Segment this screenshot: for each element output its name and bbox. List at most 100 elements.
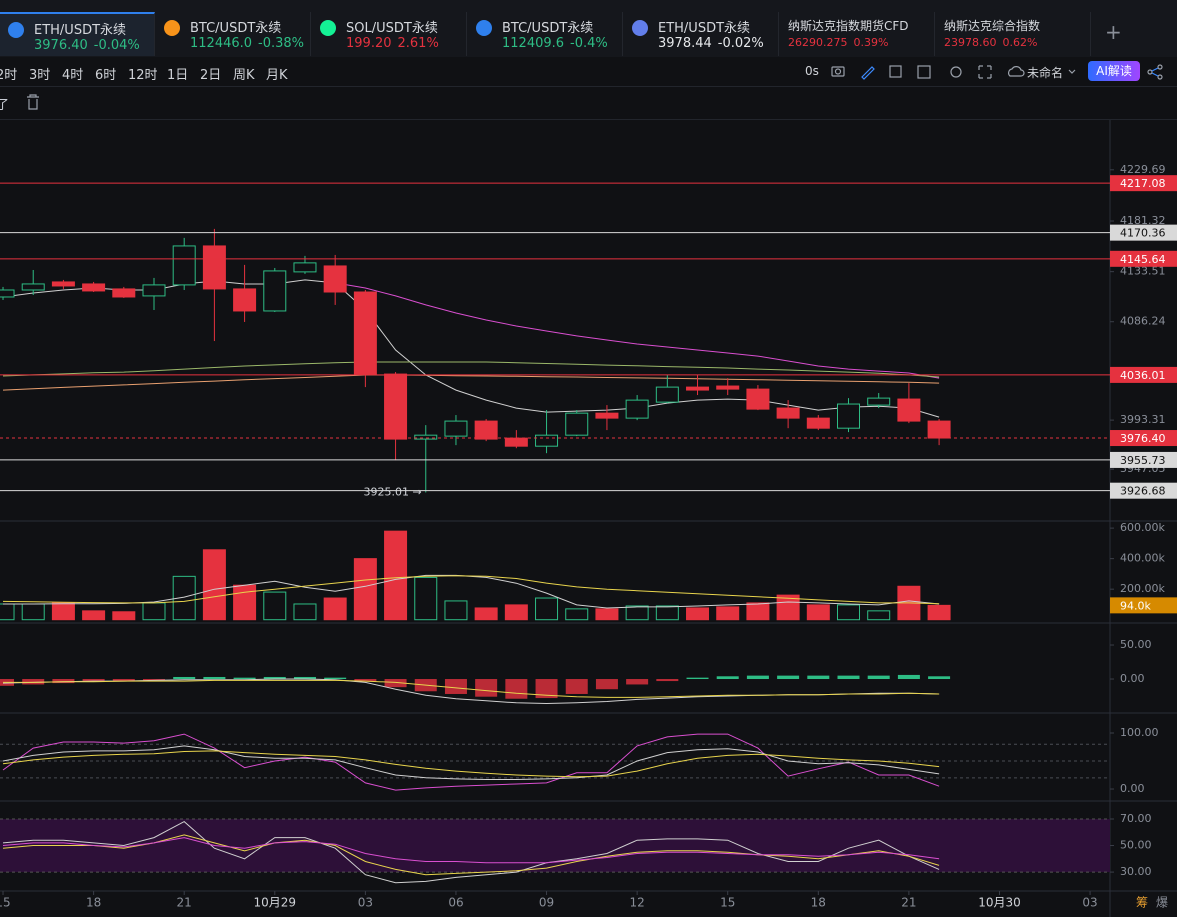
corner-button[interactable]: 爆 xyxy=(1156,896,1168,910)
tab[interactable]: 纳斯达克指数期货CFD 26290.275 0.39% xyxy=(780,12,935,56)
volume-bar xyxy=(535,597,559,621)
price-line-label-box xyxy=(1110,250,1177,267)
interval-button[interactable]: 2日 xyxy=(200,68,222,83)
volume-bar xyxy=(233,584,257,621)
interval-button[interactable]: 4时 xyxy=(62,68,84,83)
interval-button[interactable]: 周K xyxy=(233,68,255,83)
macd-bar xyxy=(263,676,286,680)
macd-bar xyxy=(475,679,498,697)
tab[interactable]: BTC/USDT永续 112446.0 -0.38% xyxy=(156,12,311,56)
tab[interactable]: SOL/USDT永续 199.20 2.61% xyxy=(312,12,467,56)
volume-badge: 94.0k xyxy=(1120,599,1151,612)
x-tick-label: 09 xyxy=(539,896,554,910)
macd-bar xyxy=(897,674,920,680)
x-tick-label: 18 xyxy=(811,896,826,910)
candle-body xyxy=(21,283,45,291)
x-tick-label: 21 xyxy=(901,896,916,910)
tab-quote: 112446.0 -0.38% xyxy=(190,36,304,51)
y-tick-label: 0.00 xyxy=(1120,782,1145,795)
volume-bar xyxy=(0,603,15,621)
x-tick-label: 15 xyxy=(720,896,735,910)
candle-body xyxy=(202,245,226,290)
moving-average xyxy=(2,374,940,391)
current-price-label-box xyxy=(1110,430,1177,447)
x-tick-label: 03 xyxy=(1082,896,1097,910)
y-tick-label: 4181.32 xyxy=(1120,214,1166,227)
y-tick-label: 70.00 xyxy=(1120,812,1152,825)
tab-change: -0.02% xyxy=(717,36,764,51)
indicator-line xyxy=(2,745,940,780)
interval-button[interactable]: 1日 xyxy=(167,68,189,83)
y-tick-label: 30.00 xyxy=(1120,865,1152,878)
low-annotation: 3925.01 → xyxy=(364,485,422,498)
tab-change: 0.39% xyxy=(853,36,889,49)
volume-badge-box xyxy=(1110,597,1177,614)
tab[interactable]: 纳斯达克综合指数 23978.60 0.62% xyxy=(936,12,1091,56)
macd-bar xyxy=(173,676,196,680)
layout-name[interactable]: 未命名 xyxy=(1027,66,1064,80)
ai-button[interactable]: AI解读 xyxy=(1088,61,1140,81)
volume-bar xyxy=(716,606,740,621)
interval-button[interactable]: 3时 xyxy=(29,68,51,83)
trash-icon[interactable] xyxy=(0,87,60,119)
volume-bar xyxy=(746,602,770,621)
tab[interactable]: ETH/USDT永续 3976.40 -0.04% xyxy=(0,12,155,56)
tab-quote: 23978.60 0.62% xyxy=(944,36,1037,49)
current-price-label: 3976.40 xyxy=(1120,432,1166,445)
candle-body xyxy=(927,420,951,439)
x-tick-label: 21 xyxy=(177,896,192,910)
tab-price: 199.20 xyxy=(346,36,392,51)
interval-button[interactable]: 12时 xyxy=(128,68,158,83)
interval-button[interactable]: 月K xyxy=(266,68,288,83)
candle-body xyxy=(233,288,257,312)
volume-bar xyxy=(595,608,619,621)
candle-body xyxy=(655,386,679,403)
timer[interactable]: 0s xyxy=(805,64,819,78)
corner-button[interactable]: 筹 xyxy=(1136,896,1148,910)
tab-symbol: 纳斯达克指数期货CFD xyxy=(788,19,909,33)
volume-bar xyxy=(51,602,75,621)
candle-body xyxy=(142,284,166,297)
macd-bar xyxy=(535,679,558,699)
volume-bar xyxy=(414,576,438,621)
x-tick-label: 06 xyxy=(448,896,463,910)
candle-body xyxy=(414,434,438,440)
macd-bar xyxy=(837,675,860,680)
x-tick-label: 10月29 xyxy=(254,896,297,910)
price-line-label: 4170.36 xyxy=(1120,227,1166,240)
candle-body xyxy=(686,386,710,391)
macd-bar xyxy=(142,679,165,681)
candle-body xyxy=(82,283,106,292)
volume-bar xyxy=(172,575,196,621)
tab[interactable]: BTC/USDT永续 112409.6 -0.4% xyxy=(468,12,623,56)
volume-bar xyxy=(21,603,45,621)
volume-bar xyxy=(686,607,710,621)
interval-button[interactable]: 6时 xyxy=(95,68,117,83)
symbol-icon xyxy=(476,20,492,36)
candle-body xyxy=(51,281,75,287)
candle-body xyxy=(444,420,468,437)
macd-bar xyxy=(444,679,467,694)
tab-quote: 26290.275 0.39% xyxy=(788,36,888,49)
symbol-tabs: + ETH/USDT永续 3976.40 -0.04% BTC/USDT永续 112446… xyxy=(0,0,1177,57)
macd-bar xyxy=(686,677,709,680)
price-line-label: 4217.08 xyxy=(1120,177,1166,190)
add-tab[interactable]: + xyxy=(1105,20,1122,44)
y-tick-label: 4229.69 xyxy=(1120,163,1166,176)
tab-price: 3978.44 xyxy=(658,36,712,51)
tab-price: 23978.60 xyxy=(944,36,997,49)
macd-bar xyxy=(324,677,347,680)
macd-bar xyxy=(82,679,105,682)
candle-body xyxy=(806,417,830,429)
drawing-tool[interactable]: 了 xyxy=(0,98,10,113)
macd-bar xyxy=(505,679,528,699)
candle-body xyxy=(353,291,377,375)
candle-body xyxy=(897,398,921,422)
candle-body xyxy=(263,270,287,312)
tab-symbol: BTC/USDT永续 xyxy=(190,21,282,36)
candle-body xyxy=(474,420,498,440)
candle-body xyxy=(535,434,559,447)
interval-button[interactable]: 2时 xyxy=(0,68,18,83)
tab[interactable]: ETH/USDT永续 3978.44 -0.02% xyxy=(624,12,779,56)
